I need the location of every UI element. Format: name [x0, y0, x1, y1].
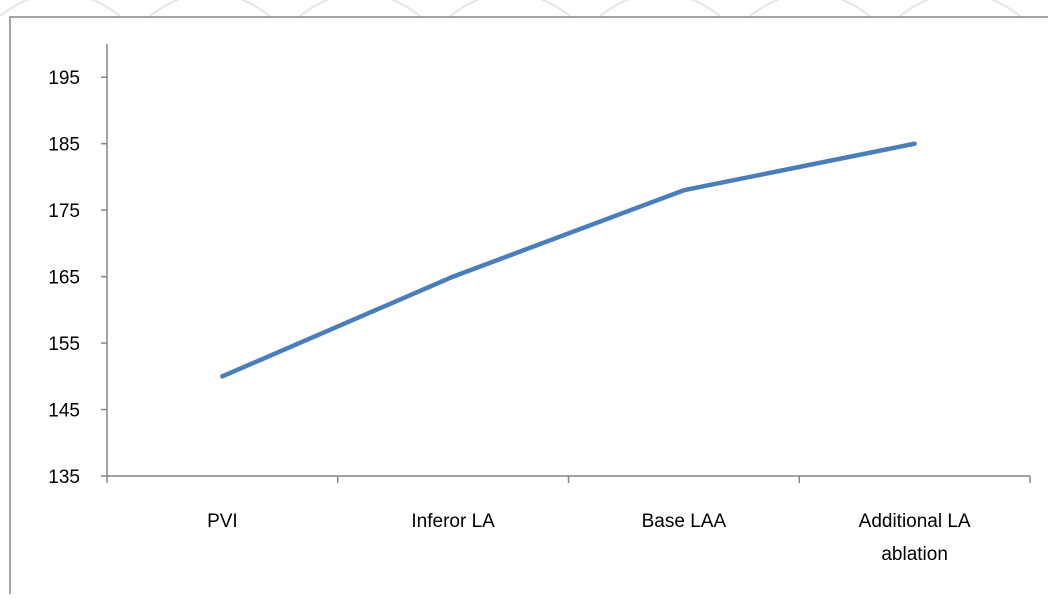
y-tick-label: 135: [48, 467, 80, 488]
x-tick-label: Additional LA ablation: [859, 511, 971, 565]
y-tick-label: 165: [48, 268, 80, 289]
x-tick-label: Base LAA: [642, 511, 727, 532]
watermark: [0, 0, 1021, 17]
y-tick-label: 195: [48, 68, 80, 89]
data-point: [451, 274, 456, 279]
x-tick-label: Inferor LA: [411, 511, 495, 532]
y-tick-label: 145: [48, 401, 80, 422]
chart-frame: [9, 16, 1048, 594]
watermark-arcs: [0, 0, 1021, 17]
data-point: [220, 374, 225, 379]
y-tick-label: 175: [48, 201, 80, 222]
y-tick-label: 185: [48, 135, 80, 156]
data-point: [912, 141, 917, 146]
plot-area: 135 145 155 165 175 185 195 PVI Inferor LA Base L…: [48, 44, 1031, 565]
data-point: [681, 188, 686, 193]
series-line: [220, 141, 917, 379]
x-tick-label: PVI: [207, 511, 238, 532]
y-tick-label: 155: [48, 334, 80, 355]
